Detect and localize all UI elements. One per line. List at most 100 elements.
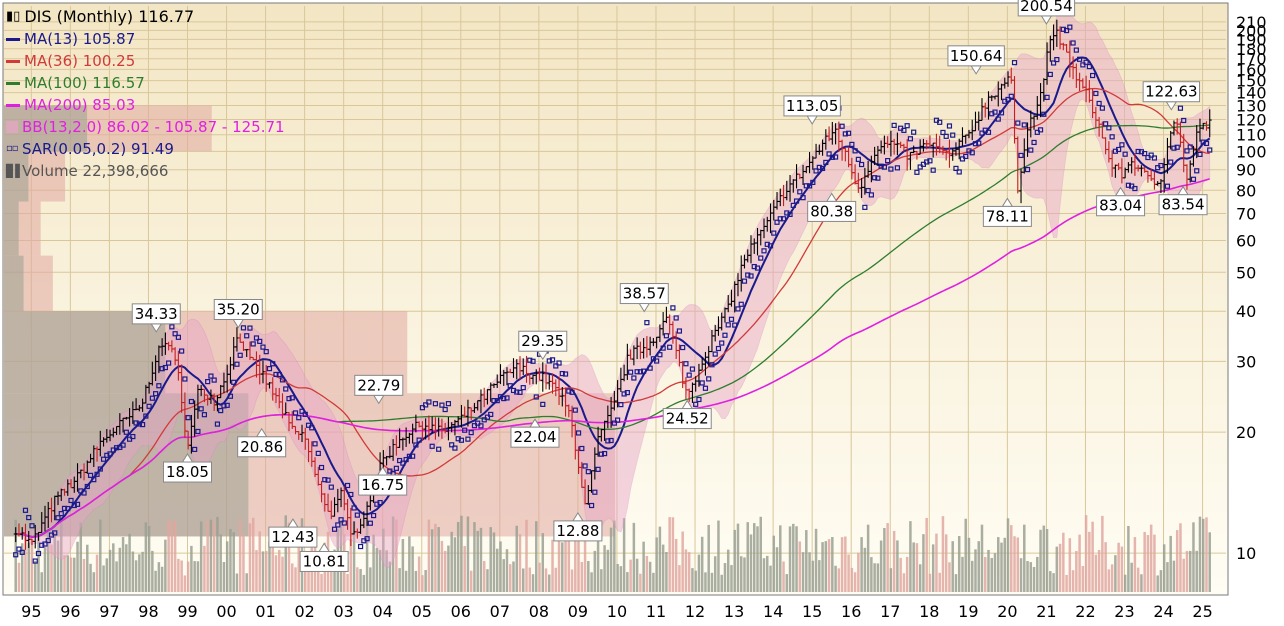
annotation-box <box>783 95 841 117</box>
x-tick-label-04: 04 <box>373 602 393 621</box>
volume-bar <box>1032 566 1036 592</box>
sar-dot <box>338 517 344 523</box>
volume-bar <box>957 536 961 592</box>
sar-dot <box>113 445 120 451</box>
volume-bar <box>795 526 798 592</box>
volume-bar <box>1088 531 1091 592</box>
annotation-label: 150.64 <box>950 47 1003 65</box>
annotation-box <box>510 426 560 448</box>
volume-bar <box>1019 558 1023 592</box>
volume-bar <box>99 519 102 592</box>
sar-dot <box>166 360 172 366</box>
volume-bar <box>515 525 518 592</box>
volume-bar <box>980 524 984 592</box>
volume-bar <box>82 558 86 592</box>
sar-dot <box>1132 185 1138 192</box>
sar-dot <box>403 456 409 463</box>
legend-swatch-ma36 <box>6 59 20 63</box>
y-axis-ticks: 1020304050607080901001101201301401501601… <box>1236 13 1267 563</box>
sar-dot <box>761 248 767 254</box>
sar-dot <box>289 395 295 401</box>
sar-dot <box>566 388 572 394</box>
volume-bar <box>1208 532 1211 592</box>
sar-dot <box>377 499 383 506</box>
y-tick-label-10: 10 <box>1236 544 1256 563</box>
y-tick-label-140: 140 <box>1236 84 1267 103</box>
volume-bar <box>1049 571 1052 592</box>
volume-bar <box>548 574 551 592</box>
volume-bar <box>1156 575 1159 592</box>
sar-dot <box>748 273 754 279</box>
sar-dot <box>911 129 917 135</box>
sar-dot <box>845 130 852 136</box>
sar-dot <box>1190 176 1197 182</box>
volume-bar <box>398 568 401 592</box>
sar-dot <box>588 502 595 509</box>
sar-dot <box>201 412 208 418</box>
volume-bar <box>935 533 938 592</box>
annotation-24.52: 24.52 <box>662 399 712 430</box>
sar-dot <box>192 446 198 453</box>
volume-bar <box>684 549 688 592</box>
volume-bar <box>528 567 532 592</box>
sar-dot <box>1203 140 1210 147</box>
volume-bar <box>141 551 144 592</box>
volume-bar <box>219 534 222 592</box>
volume-bar <box>753 523 756 592</box>
volume-bar <box>717 520 720 592</box>
volume-bar <box>694 570 697 592</box>
sar-dot <box>1050 60 1057 66</box>
y-tick-label-190: 190 <box>1236 30 1267 49</box>
sar-dot <box>917 164 923 170</box>
sar-dot <box>946 123 953 129</box>
sar-dot <box>1070 40 1076 46</box>
volume-bar <box>47 526 50 592</box>
volume-bar <box>574 538 577 592</box>
volume-bar <box>495 548 499 592</box>
sar-dot <box>641 368 647 374</box>
volume-bar <box>1104 542 1107 592</box>
sar-dot <box>1164 183 1171 189</box>
sar-dot <box>533 394 539 400</box>
sar-dot <box>611 420 617 426</box>
volume-bar <box>489 527 492 592</box>
sar-dot <box>328 484 334 490</box>
volume-bar <box>261 551 265 592</box>
sar-dot <box>237 352 243 358</box>
volume-bar <box>772 535 776 592</box>
sar-dot <box>780 216 787 222</box>
y-tick-label-180: 180 <box>1236 40 1267 59</box>
sar-dot <box>637 369 643 375</box>
sar-dot <box>816 164 822 170</box>
sar-dot <box>654 358 660 364</box>
volume-bar <box>603 545 606 592</box>
volume-bar <box>294 567 297 592</box>
volume-bar <box>304 564 307 592</box>
sar-dot <box>94 471 100 477</box>
sar-dot <box>865 187 871 194</box>
sar-dot <box>263 349 269 355</box>
annotation-122.63: 122.63 <box>1142 81 1201 111</box>
sar-dot <box>107 451 113 457</box>
annotation-box <box>619 283 669 305</box>
sar-dot <box>950 132 956 138</box>
volume-bar <box>1162 544 1166 592</box>
volume-bar <box>388 561 392 592</box>
volume-bar <box>1172 560 1176 592</box>
volume-bar <box>508 564 512 592</box>
sar-dot <box>777 216 783 222</box>
volume-bar <box>450 531 453 592</box>
volume-bar <box>896 540 899 592</box>
volume-bar <box>658 526 662 592</box>
sar-dot <box>231 379 237 385</box>
volume-bar <box>1036 556 1039 592</box>
sar-dot <box>1200 139 1206 145</box>
annotation-box <box>553 520 603 542</box>
volume-bar <box>1123 574 1127 592</box>
sar-dot <box>429 443 435 449</box>
volume-bar <box>482 561 486 592</box>
x-tick-label-22: 22 <box>1075 602 1095 621</box>
x-tick-label-00: 00 <box>216 602 236 621</box>
sar-dot <box>153 391 159 397</box>
sar-dot <box>494 398 500 404</box>
